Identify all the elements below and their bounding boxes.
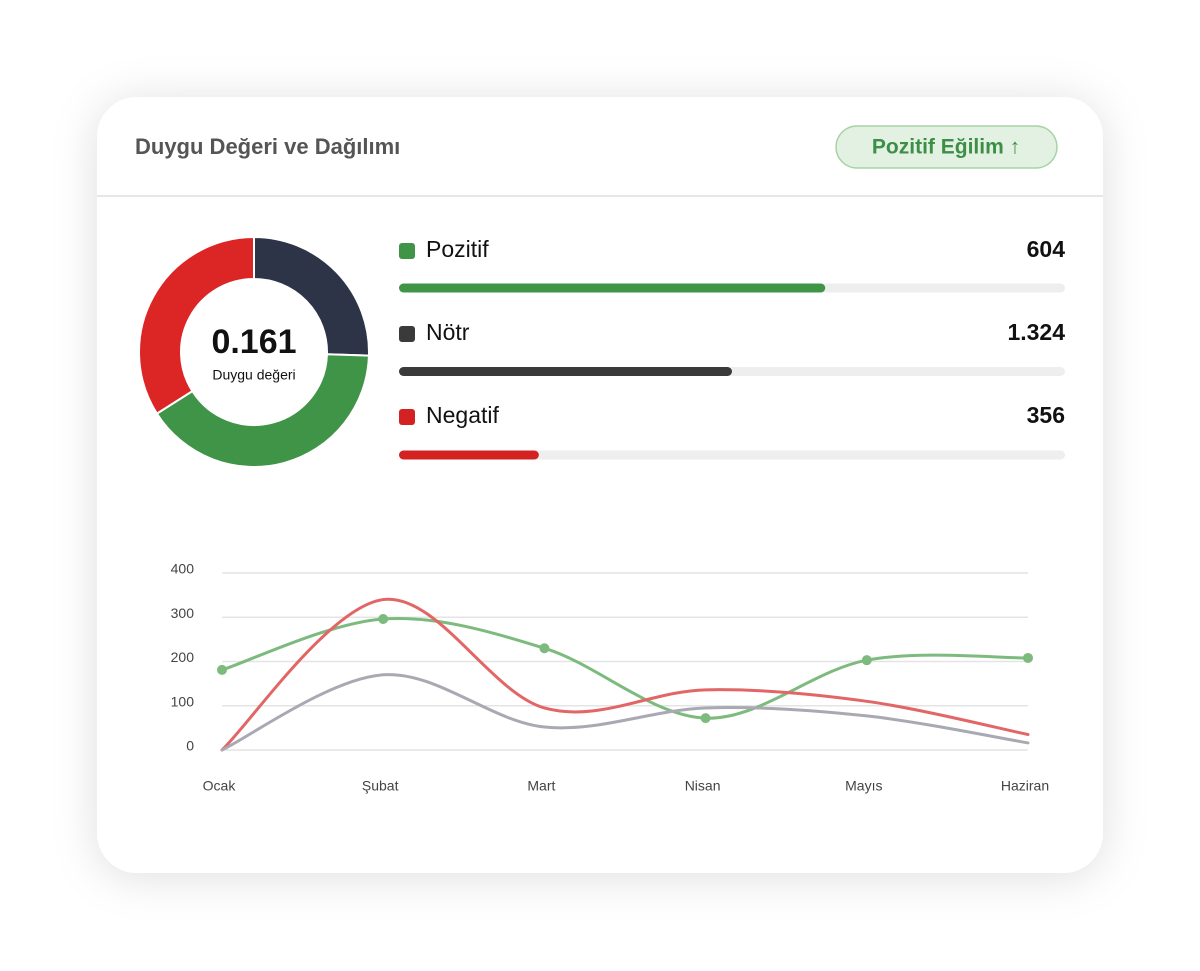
x-tick-label: Haziran [1001, 778, 1049, 794]
y-tick-label: 200 [171, 649, 195, 665]
y-tick-label: 0 [186, 738, 194, 754]
x-tick-label: Mart [527, 778, 555, 794]
progress-bar [399, 450, 539, 460]
x-tick-label: Nisan [685, 778, 721, 794]
card [97, 97, 1103, 873]
point [378, 614, 389, 625]
category-label: Nötr [426, 319, 470, 345]
series-line [220, 673, 1030, 752]
count-label: 604 [1027, 236, 1066, 262]
x-tick-label: Mayıs [845, 778, 882, 794]
progress-track [399, 450, 1065, 460]
point [539, 643, 550, 654]
point [700, 713, 711, 724]
category-label: Pozitif [426, 236, 489, 262]
y-tick-label: 100 [171, 693, 195, 709]
x-tick-label: Ocak [203, 778, 237, 794]
point [861, 655, 872, 666]
y-tick-label: 300 [171, 605, 195, 621]
donut-center-value: 0.161 [211, 323, 296, 361]
x-tick-label: Şubat [362, 778, 399, 794]
point [1023, 652, 1033, 663]
trend-badge[interactable] [835, 125, 1058, 169]
progress-bar [399, 367, 732, 376]
series-line [220, 617, 1030, 720]
legend-swatch [399, 326, 415, 342]
progress-bar [399, 283, 826, 293]
count-label: 356 [1027, 402, 1065, 428]
point [217, 664, 227, 675]
series-line [220, 598, 1030, 752]
donut-segment [155, 353, 370, 468]
card-title: Duygu Değeri ve Dağılımı [135, 134, 400, 159]
legend-swatch [399, 409, 415, 425]
category-label: Negatif [426, 402, 499, 428]
donut-center-label: Duygu değeri [212, 367, 295, 383]
donut-segment [138, 235, 255, 416]
trend-badge-label: Pozitif Eğilim ↑ [872, 136, 1020, 159]
legend-swatch [399, 243, 415, 259]
y-tick-label: 400 [171, 561, 195, 577]
count-label: 1.324 [1007, 319, 1065, 345]
